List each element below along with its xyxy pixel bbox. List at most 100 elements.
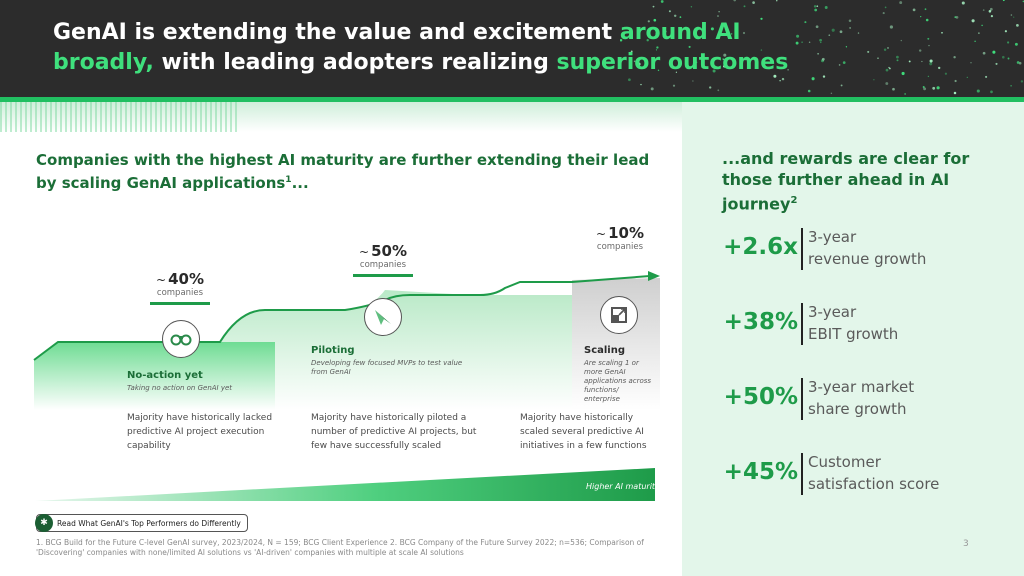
decor-dot: [807, 89, 811, 93]
rewards-heading-text: ...and rewards are clear for those furth…: [722, 149, 970, 214]
decor-dot: [928, 44, 930, 47]
decor-dot: [801, 41, 803, 44]
decor-dot: [710, 27, 714, 31]
decor-dot: [904, 93, 906, 95]
hatch-line: [180, 102, 182, 132]
decor-dot: [820, 41, 822, 44]
slide-title-line-1: GenAI is extending the value and excitem…: [53, 20, 741, 45]
decor-dot: [867, 50, 870, 53]
decor-dot: [679, 16, 682, 18]
read-more-link[interactable]: ✱ Read What GenAI's Top Performers do Di…: [35, 514, 248, 532]
share-unit: companies: [156, 288, 204, 298]
decor-dot: [695, 61, 698, 64]
stage-desc-scaling: Are scaling 1 or more GenAI applications…: [584, 359, 652, 403]
decor-dot: [733, 0, 737, 2]
decor-dot: [815, 25, 819, 29]
maturity-heading: Companies with the highest AI maturity a…: [36, 150, 656, 193]
decor-dot: [620, 38, 623, 42]
hatch-line: [185, 102, 187, 132]
decor-dot: [992, 50, 996, 54]
metric-value: +2.6x: [723, 234, 798, 260]
stage-desc-piloting: Developing few focused MVPs to test valu…: [311, 359, 463, 376]
decor-dot: [650, 87, 654, 91]
decor-dot: [816, 5, 819, 8]
decor-dot: [954, 16, 957, 19]
metric-label-line: 3-year: [808, 228, 857, 246]
hatch-line: [60, 102, 62, 132]
hatch-line: [175, 102, 177, 132]
decor-dot: [779, 79, 781, 82]
maturity-heading-text: Companies with the highest AI maturity a…: [36, 151, 650, 192]
decor-dot: [696, 29, 698, 31]
decor-dot: [961, 1, 965, 5]
hatch-line: [235, 102, 237, 132]
metric-value: +38%: [723, 309, 798, 335]
decor-dot: [892, 87, 895, 91]
decor-dot: [908, 60, 911, 63]
stage-no-action-share: ~40% companies: [120, 270, 240, 305]
approx-sign: ~: [359, 245, 370, 259]
metric-label-line: satisfaction score: [808, 475, 940, 493]
decor-dot: [821, 57, 825, 61]
decor-dot: [664, 30, 667, 33]
hatch-line: [230, 102, 232, 132]
decor-dot: [824, 6, 828, 9]
decor-dot: [675, 71, 678, 73]
hatch-line: [50, 102, 52, 132]
decor-dot: [848, 19, 852, 22]
metric-label-line: Customer: [808, 453, 881, 471]
title-text: GenAI is extending the value and excitem…: [53, 20, 620, 45]
share-percent: 10%: [608, 224, 644, 242]
decor-dot: [901, 71, 905, 76]
title-text: with leading adopters realizing: [153, 50, 557, 75]
footnote: 1. BCG Build for the Future C-level GenA…: [36, 538, 644, 557]
metric-label-line: 3-year: [808, 303, 857, 321]
hatch-line: [95, 102, 97, 132]
hatch-line: [140, 102, 142, 132]
decor-dot: [989, 7, 993, 11]
decor-dot: [1018, 61, 1022, 65]
decor-dot: [873, 79, 875, 81]
hatch-line: [105, 102, 107, 132]
maturity-wedge: [35, 468, 655, 501]
decor-dot: [1014, 42, 1018, 46]
decor-dot: [796, 34, 800, 38]
decor-dot: [781, 77, 785, 81]
decor-dot: [814, 8, 818, 12]
share-percent: 40%: [168, 270, 204, 288]
decor-dot: [1020, 80, 1024, 83]
rewards-heading: ...and rewards are clear for those furth…: [722, 148, 1002, 214]
hatch-line: [20, 102, 22, 132]
decor-dot: [742, 31, 746, 35]
decor-dot: [938, 66, 941, 70]
decor-dot: [819, 38, 822, 42]
metric-label-line: EBIT growth: [808, 325, 899, 343]
decor-dot: [656, 46, 659, 49]
decor-dot: [941, 31, 943, 34]
decor-dot: [808, 41, 811, 44]
metric-value: +50%: [723, 384, 798, 410]
decor-dot: [981, 24, 983, 27]
stage-name-scaling: Scaling: [584, 345, 626, 356]
decor-dot: [912, 8, 916, 12]
metric-label-line: revenue growth: [808, 250, 927, 268]
maturity-heading-tail: ...: [291, 174, 309, 192]
hatch-line: [150, 102, 152, 132]
decor-dot: [877, 57, 879, 59]
maturity-axis-label: Higher AI maturity: [586, 482, 660, 491]
metric-label-line: share growth: [808, 400, 907, 418]
decor-dot: [652, 5, 655, 8]
decor-dot: [795, 41, 799, 45]
metric-label: 3-year market share growth: [808, 376, 1008, 420]
decor-dot: [813, 5, 817, 8]
decor-dot: [646, 39, 649, 42]
metric-value: +45%: [723, 459, 798, 485]
decor-dot: [817, 52, 819, 55]
decor-dot: [730, 33, 733, 35]
decor-dot: [1010, 14, 1013, 16]
decor-dot: [1007, 41, 1010, 44]
decor-dot: [657, 69, 660, 72]
share-underline: [150, 302, 210, 305]
stage-piloting-share: ~50% companies: [323, 242, 443, 277]
hatch-line: [135, 102, 137, 132]
